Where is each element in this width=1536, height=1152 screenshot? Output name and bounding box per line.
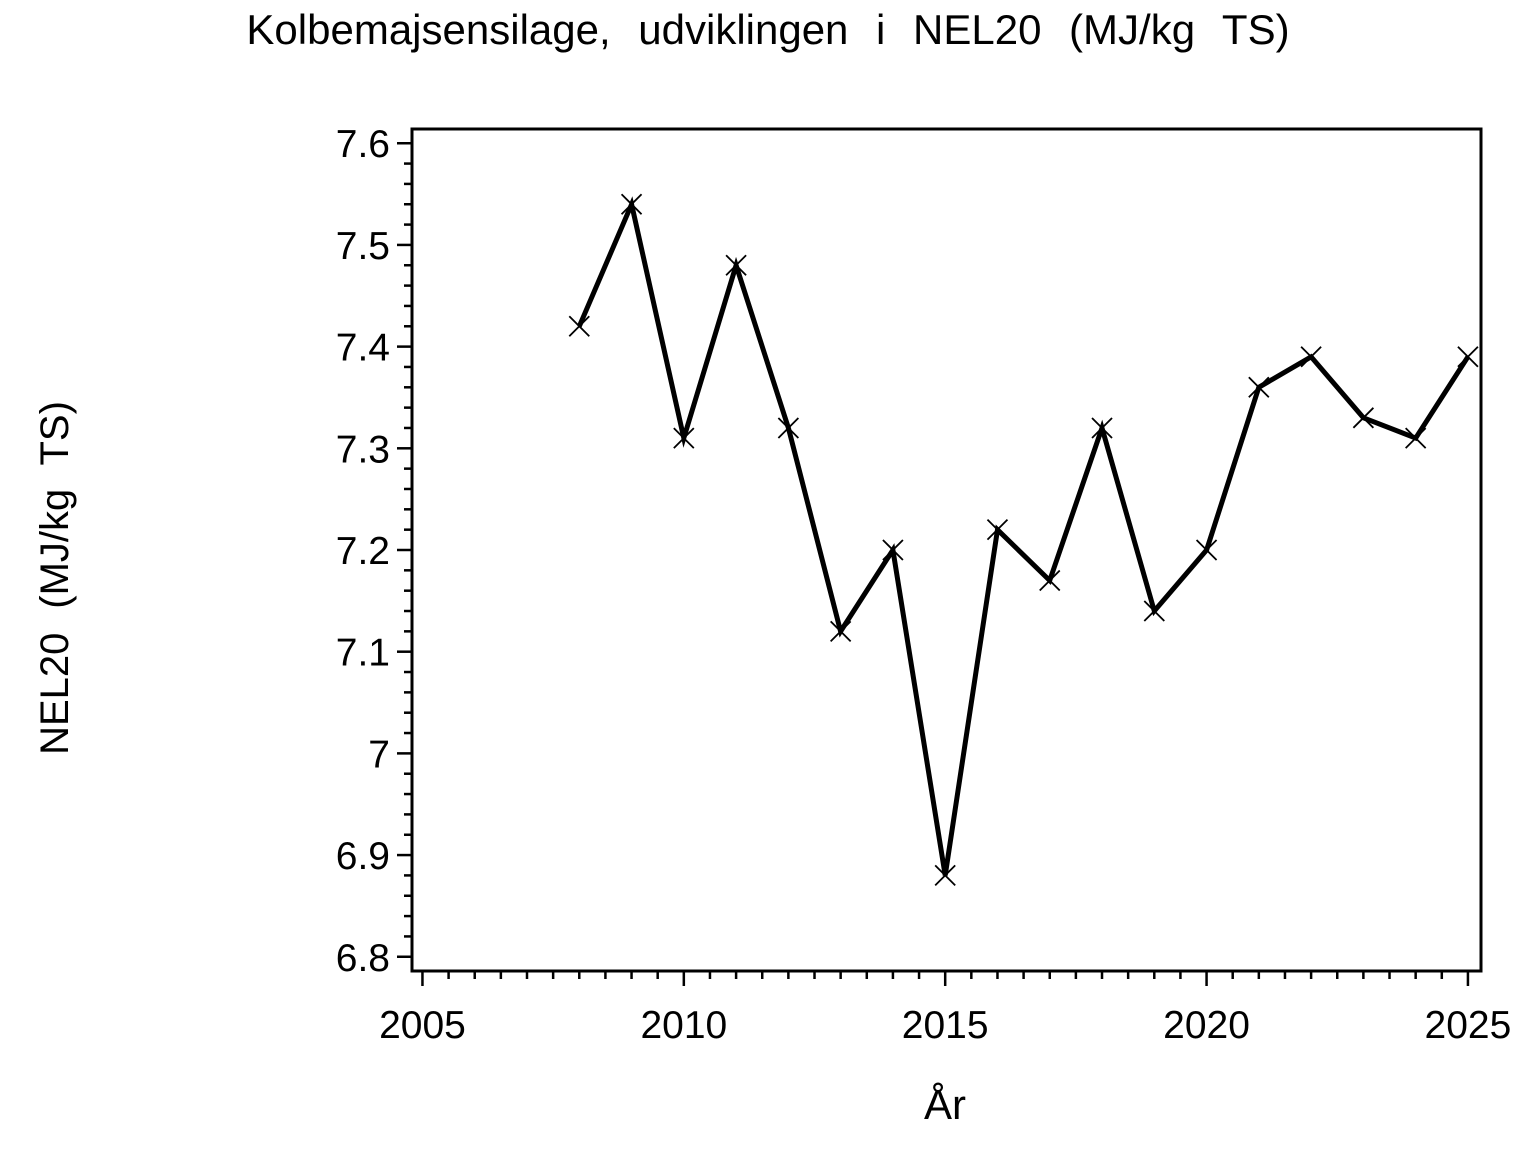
x-tick-label: 2020	[1163, 1004, 1250, 1047]
y-tick-label: 7.4	[336, 327, 390, 370]
y-tick-label: 7.3	[336, 428, 390, 471]
x-marker	[1352, 407, 1375, 429]
x-marker	[830, 620, 852, 642]
x-marker	[986, 519, 1009, 541]
series-markers	[568, 193, 1479, 887]
x-marker	[1405, 427, 1427, 449]
x-marker	[568, 315, 590, 337]
y-tick-label: 7	[368, 733, 390, 776]
x-marker	[673, 427, 695, 449]
y-tick-labels: 6.8 6.9 7 7.1 7.2 7.3 7.4 7.5 7.6	[336, 123, 390, 980]
x-marker	[1195, 539, 1218, 561]
plot-frame	[410, 127, 1483, 973]
x-marker	[934, 864, 956, 887]
y-tick-label: 7.5	[336, 225, 390, 268]
x-tick-label: 2025	[1425, 1004, 1512, 1047]
x-tick-label: 2010	[640, 1004, 727, 1047]
x-marker	[1143, 600, 1165, 622]
x-marker	[725, 254, 747, 276]
x-marker	[882, 539, 904, 561]
x-axis-ticks	[421, 971, 1470, 986]
chart-title: Kolbemajsensilage, udviklingen i NEL20 (…	[246, 6, 1290, 53]
y-tick-label: 7.1	[336, 632, 390, 675]
x-tick-labels: 2005 2010 2015 2020 2025	[379, 1004, 1511, 1047]
x-tick-label: 2005	[379, 1004, 466, 1047]
x-tick-label: 2015	[902, 1004, 989, 1047]
x-marker	[777, 417, 800, 439]
y-axis-ticks	[397, 141, 412, 959]
x-marker	[1091, 417, 1113, 439]
y-tick-label: 6.9	[336, 835, 390, 878]
x-marker	[1248, 376, 1270, 398]
y-tick-label: 7.6	[336, 123, 390, 166]
x-axis-label: År	[924, 1081, 966, 1128]
x-marker	[1300, 346, 1322, 368]
x-marker	[1457, 346, 1479, 368]
y-tick-label: 7.2	[336, 530, 390, 573]
x-marker	[1039, 569, 1061, 592]
x-marker	[620, 193, 643, 215]
y-axis-label: NEL20 (MJ/kg TS)	[33, 401, 77, 755]
y-tick-label: 6.8	[336, 937, 390, 980]
series-line	[577, 196, 1471, 876]
